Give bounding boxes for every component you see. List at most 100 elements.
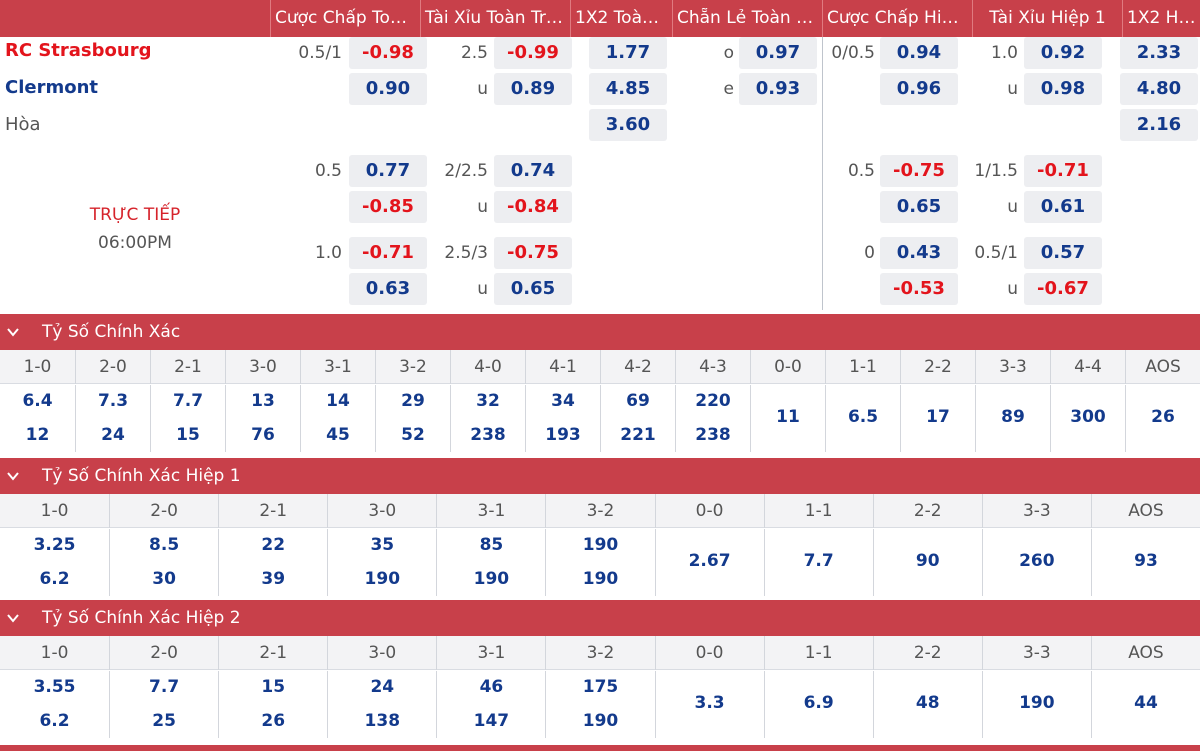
score-odds-cell[interactable]: 35 190: [327, 529, 436, 596]
h1-hdp-home-odds[interactable]: 0.94: [880, 37, 958, 69]
score-odds-value[interactable]: 190: [473, 569, 510, 589]
score-odds-value[interactable]: 7.3: [97, 391, 129, 411]
score-odds-cell[interactable]: 48: [872, 671, 982, 738]
score-odds-value[interactable]: 35: [370, 535, 395, 555]
score-odds-value[interactable]: 11: [776, 407, 800, 427]
ft-ou-over-odds[interactable]: -0.99: [494, 37, 572, 69]
score-odds-value[interactable]: 30: [152, 569, 176, 589]
score-odds-value[interactable]: 26: [261, 711, 286, 731]
ft-ou-under-odds[interactable]: -0.84: [494, 191, 572, 223]
home-team-name[interactable]: RC Strasbourg: [5, 40, 152, 61]
score-odds-cell[interactable]: 3.25 6.2: [0, 529, 109, 596]
ft-hdp-away-odds[interactable]: -0.85: [349, 191, 427, 223]
score-odds-cell[interactable]: 89: [975, 385, 1050, 452]
score-odds-value[interactable]: 48: [915, 693, 940, 713]
score-odds-cell[interactable]: 46 147: [436, 671, 545, 738]
header-h1-handicap[interactable]: Cược Chấp Hiệp 1: [822, 0, 972, 37]
score-odds-cell[interactable]: 34 193: [525, 385, 600, 452]
score-odds-value[interactable]: 15: [176, 425, 200, 445]
score-odds-cell[interactable]: 8.5 30: [109, 529, 218, 596]
score-odds-value[interactable]: 8.5: [149, 535, 180, 555]
score-odds-value[interactable]: 12: [25, 425, 50, 445]
score-odds-value[interactable]: 300: [1070, 407, 1106, 427]
score-odds-cell[interactable]: 6.9: [763, 671, 873, 738]
score-odds-cell[interactable]: 220 238: [675, 385, 750, 452]
score-odds-cell[interactable]: 69 221: [600, 385, 675, 452]
chevron-down-icon[interactable]: [6, 611, 20, 625]
score-odds-value[interactable]: 52: [401, 425, 425, 445]
score-odds-value[interactable]: 190: [364, 569, 401, 589]
score-odds-value[interactable]: 175: [582, 677, 619, 697]
header-ft-over-under[interactable]: Tài Xỉu Toàn Trận: [420, 0, 570, 37]
score-odds-value[interactable]: 6.4: [22, 391, 53, 411]
ft-hdp-home-odds[interactable]: -0.98: [349, 37, 427, 69]
score-odds-value[interactable]: 39: [261, 569, 286, 589]
score-odds-cell[interactable]: 175 190: [545, 671, 654, 738]
ft-1x2-home-odds[interactable]: 1.77: [589, 37, 667, 69]
h1-hdp-home-odds[interactable]: 0.43: [880, 237, 958, 269]
score-odds-value[interactable]: 45: [326, 425, 350, 445]
score-odds-value[interactable]: 193: [545, 425, 581, 445]
score-odds-cell[interactable]: 3.3: [654, 671, 764, 738]
score-odds-value[interactable]: 190: [582, 535, 619, 555]
score-odds-value[interactable]: 7.7: [172, 391, 204, 411]
h1-ou-under-odds[interactable]: 0.61: [1024, 191, 1102, 223]
score-odds-value[interactable]: 6.9: [803, 693, 834, 713]
h1-ou-under-odds[interactable]: -0.67: [1024, 273, 1102, 305]
score-odds-cell[interactable]: 24 138: [327, 671, 436, 738]
score-odds-value[interactable]: 32: [476, 391, 500, 411]
score-odds-value[interactable]: 6.5: [847, 407, 879, 427]
score-odds-cell[interactable]: 2.67: [654, 529, 764, 596]
h1-ou-over-odds[interactable]: -0.71: [1024, 155, 1102, 187]
score-odds-cell[interactable]: 7.7 15: [150, 385, 225, 452]
score-odds-cell[interactable]: 3.55 6.2: [0, 671, 109, 738]
score-odds-value[interactable]: 190: [582, 711, 619, 731]
score-odds-cell[interactable]: 29 52: [375, 385, 450, 452]
h1-ou-under-odds[interactable]: 0.98: [1024, 73, 1102, 105]
section-header[interactable]: Tỷ Số Chính Xác Hiệp 1: [0, 458, 1200, 494]
h1-hdp-away-odds[interactable]: 0.65: [880, 191, 958, 223]
score-odds-value[interactable]: 6.2: [39, 569, 70, 589]
score-odds-cell[interactable]: 260: [981, 529, 1091, 596]
ft-ou-under-odds[interactable]: 0.89: [494, 73, 572, 105]
score-odds-cell[interactable]: 15 26: [218, 671, 327, 738]
score-odds-value[interactable]: 6.2: [39, 711, 70, 731]
score-odds-cell[interactable]: 93: [1090, 529, 1200, 596]
score-odds-value[interactable]: 93: [1134, 551, 1158, 571]
ft-oe-even-odds[interactable]: 0.93: [739, 73, 817, 105]
h1-hdp-away-odds[interactable]: 0.96: [880, 73, 958, 105]
score-odds-value[interactable]: 24: [101, 425, 125, 445]
score-odds-cell[interactable]: 300: [1050, 385, 1125, 452]
h1-1x2-home-odds[interactable]: 2.33: [1120, 37, 1198, 69]
h1-hdp-home-odds[interactable]: -0.75: [880, 155, 958, 187]
score-odds-cell[interactable]: 17: [900, 385, 975, 452]
score-odds-value[interactable]: 7.7: [149, 677, 180, 697]
h1-hdp-away-odds[interactable]: -0.53: [880, 273, 958, 305]
score-odds-value[interactable]: 22: [261, 535, 286, 555]
score-odds-value[interactable]: 90: [915, 551, 940, 571]
score-odds-cell[interactable]: 26: [1125, 385, 1200, 452]
score-odds-value[interactable]: 3.3: [694, 693, 725, 713]
header-h1-over-under[interactable]: Tài Xỉu Hiệp 1: [972, 0, 1122, 37]
score-odds-cell[interactable]: 6.4 12: [0, 385, 75, 452]
score-odds-value[interactable]: 25: [152, 711, 176, 731]
score-odds-value[interactable]: 238: [695, 425, 731, 445]
score-odds-value[interactable]: 29: [401, 391, 425, 411]
ft-ou-over-odds[interactable]: 0.74: [494, 155, 572, 187]
h1-ou-over-odds[interactable]: 0.57: [1024, 237, 1102, 269]
ft-oe-odd-odds[interactable]: 0.97: [739, 37, 817, 69]
score-odds-value[interactable]: 3.55: [33, 677, 76, 697]
score-odds-cell[interactable]: 90: [872, 529, 982, 596]
header-h1-1x2[interactable]: 1X2 Hiệp 1: [1122, 0, 1200, 37]
ft-hdp-home-odds[interactable]: 0.77: [349, 155, 427, 187]
score-odds-value[interactable]: 26: [1151, 407, 1175, 427]
ft-hdp-away-odds[interactable]: 0.90: [349, 73, 427, 105]
score-odds-value[interactable]: 13: [251, 391, 275, 411]
score-odds-cell[interactable]: 22 39: [218, 529, 327, 596]
score-odds-cell[interactable]: 44: [1090, 671, 1200, 738]
h1-1x2-away-odds[interactable]: 4.80: [1120, 73, 1198, 105]
score-odds-value[interactable]: 76: [251, 425, 275, 445]
ft-ou-over-odds[interactable]: -0.75: [494, 237, 572, 269]
score-odds-cell[interactable]: 14 45: [300, 385, 375, 452]
score-odds-value[interactable]: 85: [479, 535, 504, 555]
